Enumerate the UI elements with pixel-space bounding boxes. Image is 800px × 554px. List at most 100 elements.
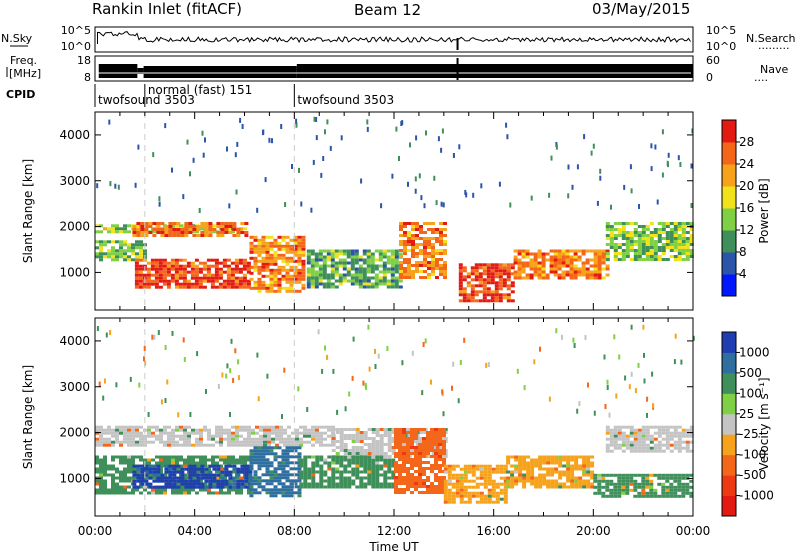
data-cell bbox=[641, 485, 646, 489]
data-cell bbox=[681, 234, 686, 237]
data-cell bbox=[506, 482, 511, 486]
data-cell bbox=[641, 488, 646, 492]
data-cell bbox=[202, 152, 205, 158]
data-cell bbox=[641, 234, 646, 237]
data-cell bbox=[249, 458, 254, 462]
data-cell bbox=[394, 491, 398, 494]
data-cell bbox=[458, 275, 463, 279]
data-cell bbox=[256, 207, 259, 213]
data-cell bbox=[629, 443, 634, 447]
data-cell bbox=[257, 247, 262, 251]
data-cell bbox=[386, 249, 391, 253]
data-cell bbox=[225, 373, 228, 379]
data-cell bbox=[601, 473, 606, 477]
data-cell bbox=[176, 222, 181, 225]
data-cell bbox=[203, 461, 207, 465]
data-cell bbox=[630, 371, 633, 377]
data-cell bbox=[415, 270, 419, 273]
data-cell bbox=[625, 243, 630, 246]
data-cell bbox=[669, 434, 674, 438]
data-cell bbox=[566, 458, 571, 462]
data-cell bbox=[306, 279, 311, 283]
data-cell bbox=[418, 428, 422, 431]
data-cell bbox=[174, 267, 179, 271]
data-cell bbox=[148, 485, 153, 489]
data-cell bbox=[285, 461, 290, 465]
data-cell bbox=[338, 261, 343, 265]
data-cell bbox=[182, 282, 187, 286]
data-cell bbox=[553, 255, 558, 259]
data-cell bbox=[152, 479, 157, 483]
data-cell bbox=[394, 434, 398, 437]
data-cell bbox=[398, 452, 402, 455]
nsky-tick-top: 10^5 bbox=[61, 24, 91, 37]
data-cell bbox=[403, 222, 407, 225]
data-cell bbox=[646, 412, 648, 418]
data-cell bbox=[127, 246, 131, 250]
data-cell bbox=[199, 488, 203, 492]
data-cell bbox=[192, 479, 197, 483]
data-cell bbox=[249, 482, 254, 486]
data-cell bbox=[379, 485, 384, 489]
data-cell bbox=[183, 428, 187, 432]
data-cell bbox=[613, 431, 618, 435]
data-cell bbox=[291, 164, 293, 169]
data-cell bbox=[186, 282, 191, 286]
data-cell bbox=[649, 437, 654, 441]
data-cell bbox=[131, 491, 135, 495]
data-cell bbox=[307, 431, 311, 435]
data-cell bbox=[447, 482, 452, 486]
data-cell bbox=[297, 455, 302, 459]
data-cell bbox=[261, 235, 266, 239]
data-cell bbox=[394, 464, 398, 467]
data-cell bbox=[257, 461, 262, 465]
data-cell bbox=[609, 243, 614, 246]
data-cell bbox=[390, 255, 395, 259]
data-cell bbox=[167, 461, 171, 465]
data-cell bbox=[253, 452, 258, 456]
data-cell bbox=[322, 282, 327, 286]
data-cell bbox=[419, 270, 423, 273]
data-cell bbox=[402, 476, 406, 479]
data-cell bbox=[311, 485, 316, 489]
data-cell bbox=[390, 264, 395, 268]
data-cell bbox=[183, 461, 187, 465]
data-cell bbox=[414, 461, 418, 464]
data-cell bbox=[605, 443, 610, 447]
data-cell bbox=[277, 280, 282, 284]
data-cell bbox=[159, 437, 163, 441]
data-cell bbox=[426, 449, 430, 452]
data-cell bbox=[293, 455, 298, 459]
data-cell bbox=[427, 240, 431, 243]
data-cell bbox=[677, 243, 682, 246]
data-cell bbox=[147, 434, 151, 438]
data-cell bbox=[235, 437, 239, 441]
data-cell bbox=[191, 458, 195, 462]
data-cell bbox=[131, 249, 135, 253]
data-cell bbox=[246, 285, 251, 289]
data-cell bbox=[613, 243, 618, 246]
nsearch-label: N.Search bbox=[746, 32, 796, 45]
data-cell bbox=[175, 440, 179, 444]
data-cell bbox=[498, 181, 501, 187]
data-cell bbox=[150, 261, 155, 265]
data-cell bbox=[147, 440, 151, 444]
data-cell bbox=[442, 434, 446, 437]
data-cell bbox=[257, 396, 260, 402]
data-cell bbox=[246, 267, 251, 271]
data-cell bbox=[483, 494, 488, 498]
data-cell bbox=[263, 425, 267, 429]
data-cell bbox=[359, 431, 364, 434]
data-cell bbox=[179, 464, 183, 468]
data-cell bbox=[239, 440, 243, 444]
data-cell bbox=[414, 482, 418, 485]
data-cell bbox=[127, 428, 131, 432]
data-cell bbox=[315, 470, 320, 474]
data-cell bbox=[339, 449, 344, 452]
data-cell bbox=[273, 467, 278, 471]
data-cell bbox=[180, 473, 185, 477]
data-cell bbox=[269, 271, 274, 275]
data-cell bbox=[289, 259, 294, 263]
data-cell bbox=[653, 249, 658, 252]
data-cell bbox=[334, 261, 339, 265]
